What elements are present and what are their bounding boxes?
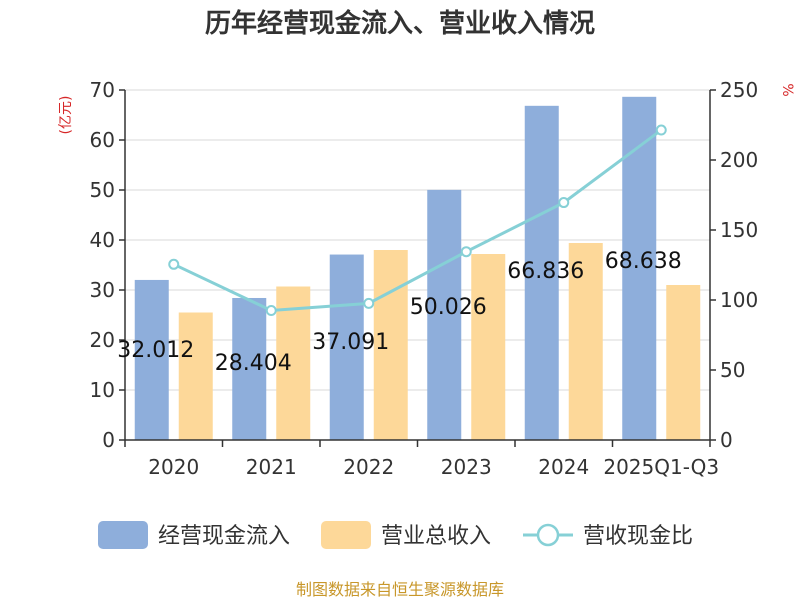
ratio-line-point: [655, 124, 667, 136]
right-tick-label: 100: [720, 288, 758, 312]
ratio-line-point: [460, 246, 472, 258]
right-tick-label: 250: [720, 78, 758, 102]
revenue-bar: [568, 243, 603, 440]
cash-inflow-bar: [329, 254, 364, 440]
cash-inflow-bar: [524, 105, 559, 440]
data-label: 68.638: [605, 249, 682, 274]
left-tick-label: 30: [90, 278, 115, 302]
right-tick-label: 150: [720, 218, 758, 242]
data-label: 32.012: [117, 338, 194, 363]
ratio-line: [168, 124, 667, 316]
x-tick-label: 2022: [343, 455, 394, 479]
grid-lines: [125, 89, 710, 441]
right-tick-label: 50: [720, 358, 745, 382]
data-label: 50.026: [410, 295, 487, 320]
legend-marker-ratio: [536, 523, 560, 547]
legend-label-cash-inflow: 经营现金流入: [158, 524, 290, 549]
x-tick-label: 2021: [246, 455, 297, 479]
left-tick-label: 10: [90, 378, 115, 402]
legend-swatch-cash-inflow: [98, 521, 148, 549]
left-tick-label: 70: [90, 78, 115, 102]
legend-label-ratio: 营收现金比: [583, 524, 693, 549]
cash-inflow-bar: [134, 279, 169, 440]
x-tick-label: 2023: [441, 455, 492, 479]
right-tick-label: 0: [720, 428, 733, 452]
left-tick-label: 60: [90, 128, 115, 152]
source-note: 制图数据来自恒生聚源数据库: [296, 580, 504, 599]
revenue-bar: [276, 286, 311, 440]
left-tick-label: 50: [90, 178, 115, 202]
bars: [134, 96, 701, 440]
left-tick-label: 0: [102, 428, 115, 452]
ratio-line-point: [168, 258, 180, 270]
x-tick-label: 2024: [538, 455, 589, 479]
data-label: 66.836: [507, 259, 584, 284]
cash-inflow-bar: [427, 189, 462, 440]
left-axis-unit: (亿元): [58, 96, 74, 135]
revenue-bar: [373, 250, 408, 440]
data-labels: 32.012 28.404 37.091 50.026 66.836 68.638: [117, 249, 681, 376]
ratio-line-path: [173, 128, 663, 313]
ratio-line-point: [558, 197, 570, 209]
right-axis-unit: %: [779, 83, 795, 96]
revenue-bar: [666, 285, 701, 440]
legend: 经营现金流入 营业总收入 营收现金比: [98, 521, 693, 549]
revenue-bar: [178, 312, 213, 440]
data-label: 28.404: [215, 351, 292, 376]
right-tick-label: 200: [720, 148, 758, 172]
axes: 0 10 20 30 40 50 60 70 0 50 100 150 200 250 2020 2021 20…: [90, 78, 759, 479]
x-tick-label: 2020: [148, 455, 199, 479]
legend-swatch-revenue: [321, 521, 371, 549]
left-tick-label: 40: [90, 228, 115, 252]
legend-label-revenue: 营业总收入: [381, 524, 491, 549]
x-tick-label: 2025Q1-Q3: [603, 455, 719, 479]
left-tick-label: 20: [90, 328, 115, 352]
data-label: 37.091: [312, 330, 389, 355]
ratio-line-point: [363, 297, 375, 309]
cash-inflow-bar: [232, 297, 267, 440]
revenue-bar: [471, 254, 506, 440]
chart-title: 历年经营现金流入、营业收入情况: [205, 8, 595, 39]
ratio-line-point: [265, 305, 277, 316]
